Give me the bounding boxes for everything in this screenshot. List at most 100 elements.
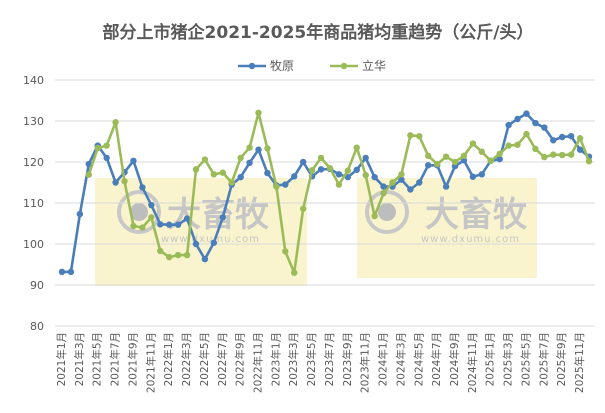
x-tick-label: 2022年9月 — [234, 332, 247, 386]
data-point — [201, 255, 209, 263]
data-point — [362, 154, 369, 162]
watermark-site: www.dxumu.com — [161, 234, 260, 245]
data-point — [550, 151, 557, 158]
data-point — [237, 154, 244, 162]
x-tick-label: 2025年9月 — [555, 332, 568, 386]
data-point — [460, 157, 468, 164]
data-point — [112, 119, 119, 126]
x-tick-label: 2023年3月 — [287, 332, 300, 386]
series-lines — [58, 109, 593, 276]
data-point — [344, 167, 352, 174]
data-point — [523, 130, 530, 138]
data-point — [237, 173, 244, 181]
data-point — [398, 176, 405, 183]
data-point — [532, 119, 539, 127]
data-point — [567, 132, 575, 140]
x-tick-label: 2024年5月 — [412, 332, 425, 386]
chart-title: 部分上市猪企2021-2025年商品猪均重趋势（公斤/头） — [103, 22, 534, 43]
data-point — [299, 158, 307, 166]
data-point — [460, 152, 468, 160]
data-point — [148, 214, 155, 221]
data-point — [416, 179, 423, 186]
data-point — [219, 214, 226, 221]
x-tick-label: 2022年7月 — [216, 332, 229, 386]
data-point — [165, 221, 173, 228]
y-tick-label: 90 — [30, 279, 44, 292]
data-point — [353, 144, 360, 151]
data-point — [183, 215, 191, 222]
data-point — [567, 151, 575, 158]
data-point — [550, 137, 557, 144]
x-tick-label: 2024年9月 — [448, 332, 461, 386]
data-point — [85, 160, 92, 168]
x-tick-label: 2024年7月 — [430, 332, 443, 386]
data-point — [505, 121, 512, 129]
data-point — [559, 133, 566, 141]
data-point — [299, 205, 307, 212]
watermark-brand: 大畜牧 — [425, 195, 528, 235]
data-point — [201, 156, 209, 163]
data-point — [442, 183, 450, 190]
y-tick-label: 130 — [23, 115, 44, 128]
x-tick-label: 2024年3月 — [394, 332, 407, 386]
x-axis: 2021年1月 2021年3月 2021年5月 2021年7月 2021年9月 2021年… — [55, 332, 586, 393]
data-point — [112, 179, 119, 186]
data-point — [335, 171, 343, 178]
data-point — [398, 171, 405, 178]
x-tick-label: 2022年3月 — [180, 332, 193, 386]
y-tick-label: 110 — [23, 197, 44, 210]
data-point — [541, 124, 548, 131]
data-point — [246, 144, 253, 151]
y-axis: 80 90 100 110 120 130 140 — [23, 74, 44, 333]
data-point — [416, 132, 423, 140]
data-point — [451, 158, 459, 166]
y-tick-label: 100 — [23, 238, 44, 251]
legend: 牧原 立华 — [238, 58, 386, 73]
gridlines — [55, 79, 595, 327]
data-point — [183, 251, 191, 259]
x-tick-label: 2021年1月 — [55, 332, 68, 386]
data-point — [326, 164, 334, 172]
x-tick-label: 2021年7月 — [109, 332, 122, 386]
eye-logo-icon — [117, 190, 161, 234]
data-point — [478, 148, 486, 155]
x-tick-label: 2025年7月 — [537, 332, 550, 386]
data-point — [514, 141, 521, 148]
watermark-background — [357, 178, 537, 278]
data-point — [282, 181, 289, 188]
x-tick-label: 2024年11月 — [466, 332, 479, 393]
data-point — [469, 140, 477, 147]
data-point — [371, 212, 378, 220]
data-point — [576, 146, 584, 153]
data-point — [559, 151, 566, 159]
data-point — [130, 157, 137, 164]
data-point — [273, 183, 280, 190]
x-tick-label: 2021年9月 — [126, 332, 139, 386]
data-point — [103, 142, 110, 149]
x-tick-label: 2022年5月 — [198, 332, 211, 386]
data-point — [165, 253, 173, 261]
data-point — [139, 184, 146, 191]
y-tick-label: 80 — [30, 320, 44, 333]
data-point — [380, 189, 387, 197]
eye-pupil-icon — [130, 203, 148, 221]
data-point — [308, 167, 316, 174]
data-point — [157, 221, 164, 228]
data-point — [478, 171, 486, 178]
data-point — [380, 183, 387, 190]
data-point — [425, 152, 432, 160]
data-point — [317, 166, 325, 173]
watermark-site: www.dxumu.com — [421, 234, 520, 245]
legend-marker — [340, 62, 348, 70]
data-point — [94, 144, 101, 152]
data-point — [576, 135, 584, 142]
data-point — [157, 247, 164, 255]
data-point — [291, 269, 298, 276]
data-point — [335, 181, 343, 188]
x-tick-label: 2023年9月 — [341, 332, 354, 386]
data-point — [362, 171, 369, 179]
